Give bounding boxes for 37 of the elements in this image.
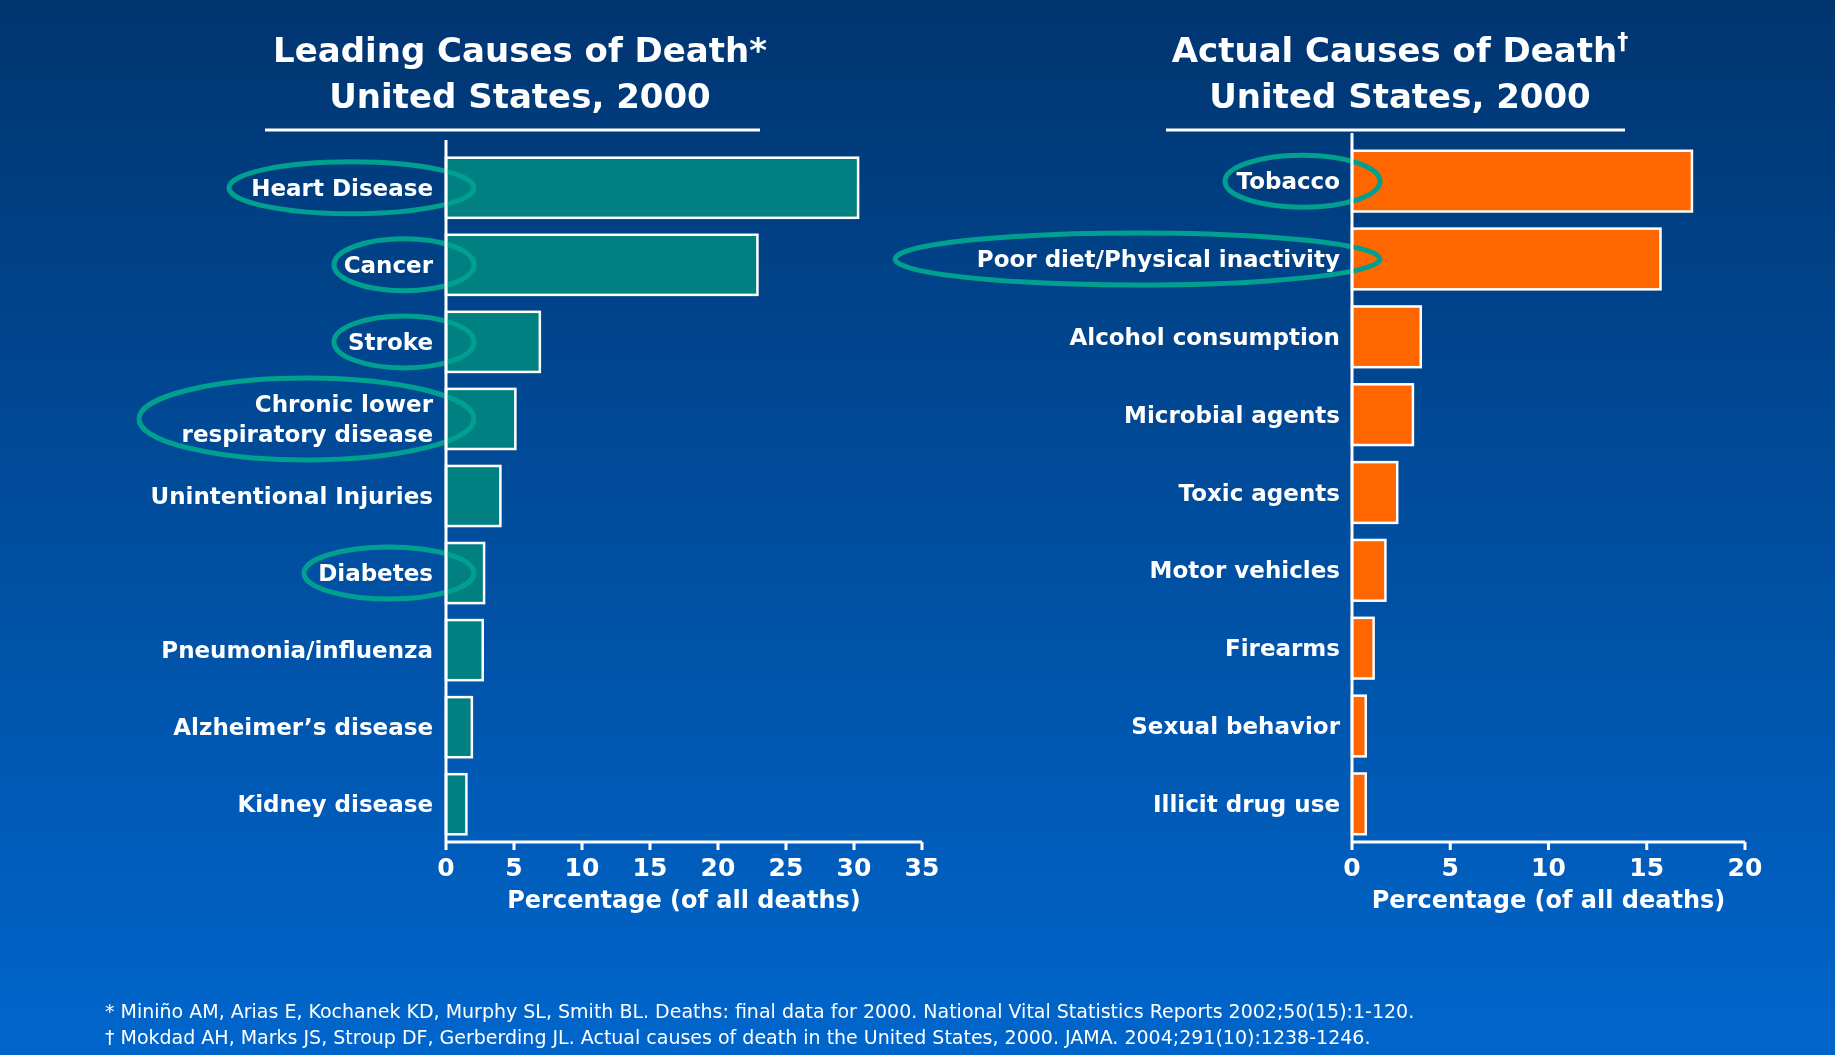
y-tick-label: Microbial agents: [1124, 401, 1340, 428]
x-axis-title: Percentage (of all deaths): [507, 886, 861, 914]
x-tick-label: 5: [1441, 853, 1459, 882]
x-tick-label: 15: [632, 853, 668, 882]
chart-title: Leading Causes of Death* United States, 2000: [273, 30, 768, 116]
x-tick-label: 5: [505, 853, 523, 882]
x-tick-label: 10: [564, 853, 600, 882]
x-tick-label: 25: [768, 853, 804, 882]
text: † Mokdad AH, Marks JS, Stroup DF, Gerberding JL. Actual causes of death in the United States, 2000. JAMA. 2004;291(10):1238-1246.: [105, 1026, 1371, 1048]
y-tick-label: Heart Disease: [251, 174, 433, 201]
x-tick-label: 15: [1629, 853, 1665, 882]
y-tick-label: Alzheimer’s disease: [173, 714, 433, 741]
x-axis-title: Percentage (of all deaths): [1371, 886, 1726, 914]
text: * Miniño AM, Arias E, Kochanek KD, Murphy SL, Smith BL. Deaths: final data for 2000. National Vital Statistics Reports 2002;50(15):1-120.: [105, 1000, 1415, 1022]
y-tick-label: Motor vehicles: [1149, 557, 1340, 584]
y-tick-label: Sexual behavior: [1131, 713, 1341, 740]
y-tick-label: Pneumonia/influenza: [161, 637, 433, 664]
x-tick-label: 35: [904, 853, 940, 882]
y-tick-label: Cancer: [343, 251, 434, 278]
y-tick-label: Alcohol consumption: [1069, 323, 1340, 350]
x-tick-label: 30: [836, 853, 872, 882]
y-tick-label: Unintentional Injuries: [150, 483, 433, 509]
y-tick-label: Chronic lower respiratory disease: [181, 390, 434, 447]
y-tick-label: Tobacco: [1236, 168, 1340, 195]
x-tick-label: 10: [1531, 853, 1566, 882]
chart-title: Actual Causes of Death$^{†}$ United States, 2000: [1171, 28, 1629, 116]
x-tick-label: 20: [1727, 853, 1763, 882]
y-tick-label: Kidney disease: [237, 791, 433, 818]
x-tick-label: 0: [1343, 853, 1361, 882]
y-tick-label: Poor diet/Physical inactivity: [976, 245, 1340, 272]
y-tick-label: Stroke: [348, 328, 433, 355]
y-tick-label: Toxic agents: [1178, 479, 1340, 506]
y-tick-label: Diabetes: [318, 560, 433, 587]
x-tick-label: 0: [437, 853, 455, 882]
y-tick-label: Firearms: [1224, 635, 1340, 662]
y-tick-label: Illicit drug use: [1152, 790, 1340, 817]
x-tick-label: 20: [700, 853, 736, 882]
